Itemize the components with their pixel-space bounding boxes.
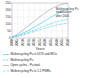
y-tick-label: 250 (5, 1, 11, 5)
x-tick (40, 38, 41, 40)
x-axis-label: Years (36, 47, 45, 51)
x-tick (28, 38, 29, 40)
x-tick-label: 2035 (49, 39, 53, 46)
x-tick (45, 38, 46, 40)
legend-label: Multirecycling Pu (11, 58, 34, 62)
x-tick-label: 2015 (27, 39, 31, 46)
x-grid-line (28, 3, 29, 38)
y-tick (11, 17, 13, 18)
x-tick-label: 2030 (43, 39, 47, 46)
x-tick (62, 38, 63, 40)
x-tick (34, 38, 35, 40)
legend-handle (3, 71, 9, 72)
series-line (12, 20, 68, 38)
x-tick-label: 2020 (32, 39, 36, 46)
y-tick-label: 50 (7, 29, 11, 33)
series-line (12, 23, 68, 37)
y-tick-label: 100 (5, 22, 11, 26)
x-tick-label: 2010 (21, 39, 25, 46)
x-tick (51, 38, 52, 40)
x-grid-line (17, 3, 18, 38)
x-grid-line (40, 3, 41, 38)
y-tick (11, 10, 13, 11)
x-tick (56, 38, 57, 40)
x-tick-label: 2050 (66, 39, 70, 46)
y-tick-label: 150 (5, 15, 11, 19)
annotation-line: after 2040 (56, 14, 70, 18)
y-tick (11, 24, 13, 25)
legend-handle (3, 65, 9, 66)
annotation: Multirecycling Pustabilisationafter 2040 (56, 7, 79, 18)
x-tick-label: 2005 (15, 39, 19, 46)
legend-label: Open cycles - Pu total (11, 63, 41, 67)
x-tick-label: 2025 (38, 39, 42, 46)
x-tick (23, 38, 24, 40)
legend-handle (3, 54, 9, 55)
x-tick (17, 38, 18, 40)
x-tick-label: 2040 (55, 39, 59, 46)
x-grid-line (51, 3, 52, 38)
y-tick (11, 31, 13, 32)
legend-handle (3, 60, 9, 61)
chart: 0501001502002502000200520102015202020252… (0, 0, 100, 78)
x-tick-label: 2000 (10, 39, 14, 46)
legend: Multirecycling Pu in UOX and MOx Multirec… (3, 52, 57, 73)
y-tick-label: 200 (5, 8, 11, 12)
x-tick-label: 2045 (60, 39, 64, 46)
legend-label: Multirecycling Pu in UOX and MOx (11, 52, 58, 56)
legend-label: Multirecycling Pu in 1.2 PWRs (11, 69, 52, 73)
